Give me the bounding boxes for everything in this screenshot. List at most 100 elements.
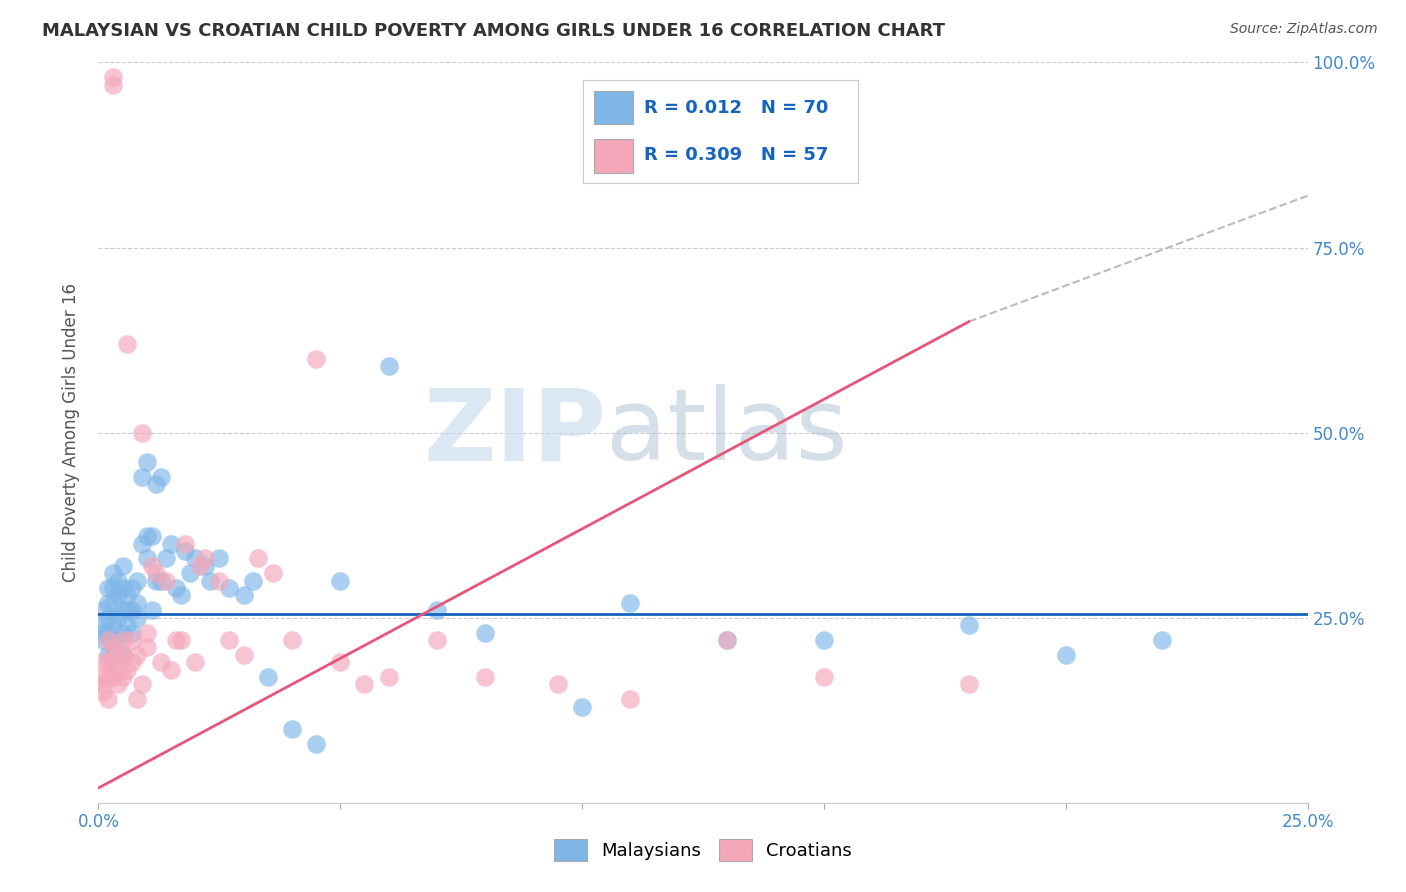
Point — [127, 610, 149, 624]
Point — [194, 551, 217, 566]
Point — [121, 655, 143, 669]
Point — [97, 648, 120, 662]
Point — [198, 574, 221, 588]
Point — [256, 670, 278, 684]
Point — [101, 70, 124, 85]
Point — [121, 603, 143, 617]
Point — [121, 625, 143, 640]
Point — [97, 596, 120, 610]
Point — [107, 677, 129, 691]
Point — [127, 692, 149, 706]
Point — [232, 648, 254, 662]
Point — [111, 648, 134, 662]
Point — [247, 551, 270, 566]
Point — [121, 581, 143, 595]
Text: Source: ZipAtlas.com: Source: ZipAtlas.com — [1230, 22, 1378, 37]
Point — [97, 581, 120, 595]
Point — [160, 663, 183, 677]
Point — [426, 603, 449, 617]
Point — [135, 529, 157, 543]
Point — [91, 603, 114, 617]
Point — [101, 78, 124, 92]
Point — [117, 663, 139, 677]
Point — [305, 737, 328, 751]
Point — [813, 632, 835, 647]
Point — [117, 603, 139, 617]
Point — [474, 625, 496, 640]
Point — [184, 551, 207, 566]
Point — [329, 574, 352, 588]
Point — [135, 455, 157, 469]
Point — [141, 558, 163, 573]
Point — [169, 632, 191, 647]
Point — [242, 574, 264, 588]
FancyBboxPatch shape — [595, 139, 633, 173]
Point — [218, 581, 240, 595]
Point — [91, 632, 114, 647]
Point — [135, 640, 157, 655]
Point — [107, 632, 129, 647]
Point — [194, 558, 217, 573]
Point — [117, 618, 139, 632]
Point — [145, 477, 167, 491]
Point — [91, 677, 114, 691]
Point — [131, 677, 153, 691]
Point — [111, 603, 134, 617]
Point — [813, 670, 835, 684]
Point — [101, 618, 124, 632]
Point — [232, 589, 254, 603]
Point — [174, 536, 197, 550]
Point — [571, 699, 593, 714]
Point — [353, 677, 375, 691]
Point — [111, 581, 134, 595]
Point — [107, 589, 129, 603]
Point — [426, 632, 449, 647]
Point — [111, 625, 134, 640]
Text: MALAYSIAN VS CROATIAN CHILD POVERTY AMONG GIRLS UNDER 16 CORRELATION CHART: MALAYSIAN VS CROATIAN CHILD POVERTY AMON… — [42, 22, 945, 40]
Point — [111, 670, 134, 684]
Point — [305, 351, 328, 366]
Point — [101, 670, 124, 684]
Y-axis label: Child Poverty Among Girls Under 16: Child Poverty Among Girls Under 16 — [62, 283, 80, 582]
Point — [262, 566, 284, 581]
Point — [117, 336, 139, 351]
Point — [101, 581, 124, 595]
Point — [117, 589, 139, 603]
Point — [329, 655, 352, 669]
Point — [141, 603, 163, 617]
Text: atlas: atlas — [606, 384, 848, 481]
Point — [101, 640, 124, 655]
Point — [957, 677, 980, 691]
Point — [127, 574, 149, 588]
Point — [281, 722, 304, 736]
Point — [188, 558, 211, 573]
Point — [165, 581, 187, 595]
Point — [155, 574, 177, 588]
Point — [474, 670, 496, 684]
Point — [160, 536, 183, 550]
Legend: Malaysians, Croatians: Malaysians, Croatians — [547, 831, 859, 868]
Point — [179, 566, 201, 581]
Point — [150, 574, 173, 588]
Point — [107, 648, 129, 662]
Point — [97, 670, 120, 684]
Point — [208, 574, 231, 588]
Point — [97, 655, 120, 669]
Point — [131, 470, 153, 484]
Point — [218, 632, 240, 647]
Point — [107, 663, 129, 677]
Point — [107, 610, 129, 624]
Point — [111, 648, 134, 662]
Point — [127, 596, 149, 610]
Point — [101, 566, 124, 581]
Point — [1152, 632, 1174, 647]
Point — [150, 470, 173, 484]
Point — [619, 596, 641, 610]
Point — [716, 632, 738, 647]
Point — [97, 632, 120, 647]
Point — [145, 566, 167, 581]
Point — [184, 655, 207, 669]
Point — [208, 551, 231, 566]
Point — [121, 632, 143, 647]
Point — [957, 618, 980, 632]
